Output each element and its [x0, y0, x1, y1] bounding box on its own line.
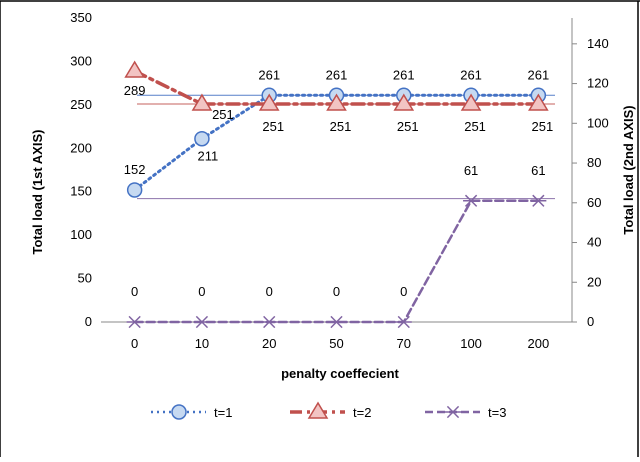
y-tick-label: 200: [70, 140, 92, 155]
y-tick-label: 300: [70, 53, 92, 68]
legend-marker: [171, 404, 187, 420]
marker-stroke: [128, 315, 141, 329]
legend-item-t=1: t=1: [151, 404, 232, 420]
y-tick-label: 250: [70, 97, 92, 112]
x-tick-label: 10: [195, 336, 209, 351]
x-tick-label: 100: [460, 336, 482, 351]
legend: t=1 t=2 t=3: [151, 401, 506, 420]
y2-tick-label: 120: [587, 76, 609, 91]
data-label-t2: 251: [262, 119, 284, 134]
data-label-t2: 289: [124, 83, 146, 98]
marker-stroke: [330, 315, 343, 329]
x-tick-label: 20: [262, 336, 276, 351]
data-label-t2: 251: [464, 119, 486, 134]
data-label-t1: 152: [124, 162, 146, 177]
data-point-t=3: [126, 315, 143, 329]
data-point-t=3: [328, 315, 345, 329]
data-label-t1: 261: [326, 67, 348, 82]
legend-item-t=2: t=2: [290, 401, 371, 420]
x-tick-label: 50: [329, 336, 343, 351]
data-label-t1: 261: [393, 67, 415, 82]
marker-stroke: [397, 315, 410, 329]
data-point-t=2: [326, 93, 347, 111]
marker-stroke: [263, 315, 276, 329]
data-label-t1: 261: [460, 67, 482, 82]
y-tick-label: 0: [85, 314, 92, 329]
data-label-t3: 61: [464, 163, 478, 178]
x-tick-label: 200: [528, 336, 550, 351]
x-tick-label: 0: [131, 336, 138, 351]
legend-marker: [445, 405, 461, 419]
y-axis-title: Total load (1st AXIS): [30, 130, 45, 255]
data-labels: 152 211 261 261 261 261 261 289 251 251 251 251 251 2…: [124, 67, 553, 299]
data-point-t=3: [261, 315, 278, 329]
data-point-t=3: [530, 194, 547, 207]
data-label-t1: 211: [198, 149, 219, 164]
series-layer: [124, 60, 549, 329]
x-tick-label: 70: [397, 336, 411, 351]
legend-label: t=1: [214, 405, 232, 420]
data-label-t2: 251: [330, 119, 352, 134]
data-label-t2: 251: [397, 119, 419, 134]
data-point-t=3: [193, 315, 210, 329]
y2-tick-label: 0: [587, 314, 594, 329]
data-label-t3: 0: [400, 284, 407, 299]
y-tick-label: 100: [70, 227, 92, 242]
marker-stroke: [195, 315, 209, 329]
legend-label: t=3: [488, 405, 506, 420]
marker-stroke: [446, 405, 460, 419]
marker-stroke: [532, 194, 545, 207]
data-label-t3: 0: [333, 284, 340, 299]
data-point-t=2: [460, 93, 482, 111]
legend-item-t=3: t=3: [425, 405, 506, 420]
data-label-t1: 261: [528, 67, 550, 82]
axes: 0501001502002503003500204060801001201400…: [70, 10, 608, 351]
data-point-t=2: [258, 93, 280, 111]
data-point-t=2: [393, 93, 415, 111]
y-tick-label: 50: [78, 271, 92, 286]
y2-tick-label: 60: [587, 195, 601, 210]
data-label-t3: 0: [131, 284, 138, 299]
data-point-t=3: [463, 194, 480, 207]
legend-marker: [307, 401, 329, 419]
data-point-t=2: [528, 93, 549, 111]
data-point-t=1: [126, 182, 143, 198]
y2-tick-label: 80: [587, 155, 601, 170]
y2-tick-label: 40: [587, 235, 601, 250]
marker-stroke: [464, 194, 478, 207]
y-tick-label: 150: [70, 184, 92, 199]
data-label-t1: 261: [258, 67, 280, 82]
data-point-t=3: [395, 315, 412, 329]
y2-axis-title: Total load (2nd AXIS): [621, 105, 636, 234]
data-point-t=2: [191, 93, 213, 111]
data-point-t=2: [124, 60, 145, 78]
data-label-t3: 0: [198, 284, 205, 299]
y2-tick-label: 100: [587, 115, 609, 130]
data-point-t=1: [194, 130, 210, 147]
data-label-t3: 0: [266, 284, 273, 299]
data-label-t3: 61: [531, 163, 545, 178]
y2-tick-label: 140: [587, 36, 609, 51]
y2-tick-label: 20: [587, 274, 601, 289]
y-tick-label: 350: [70, 10, 92, 25]
data-label-t2: 251: [212, 107, 234, 122]
legend-label: t=2: [353, 405, 371, 420]
x-axis-title: penalty coeffecient: [281, 366, 399, 381]
data-label-t2: 251: [532, 119, 554, 134]
